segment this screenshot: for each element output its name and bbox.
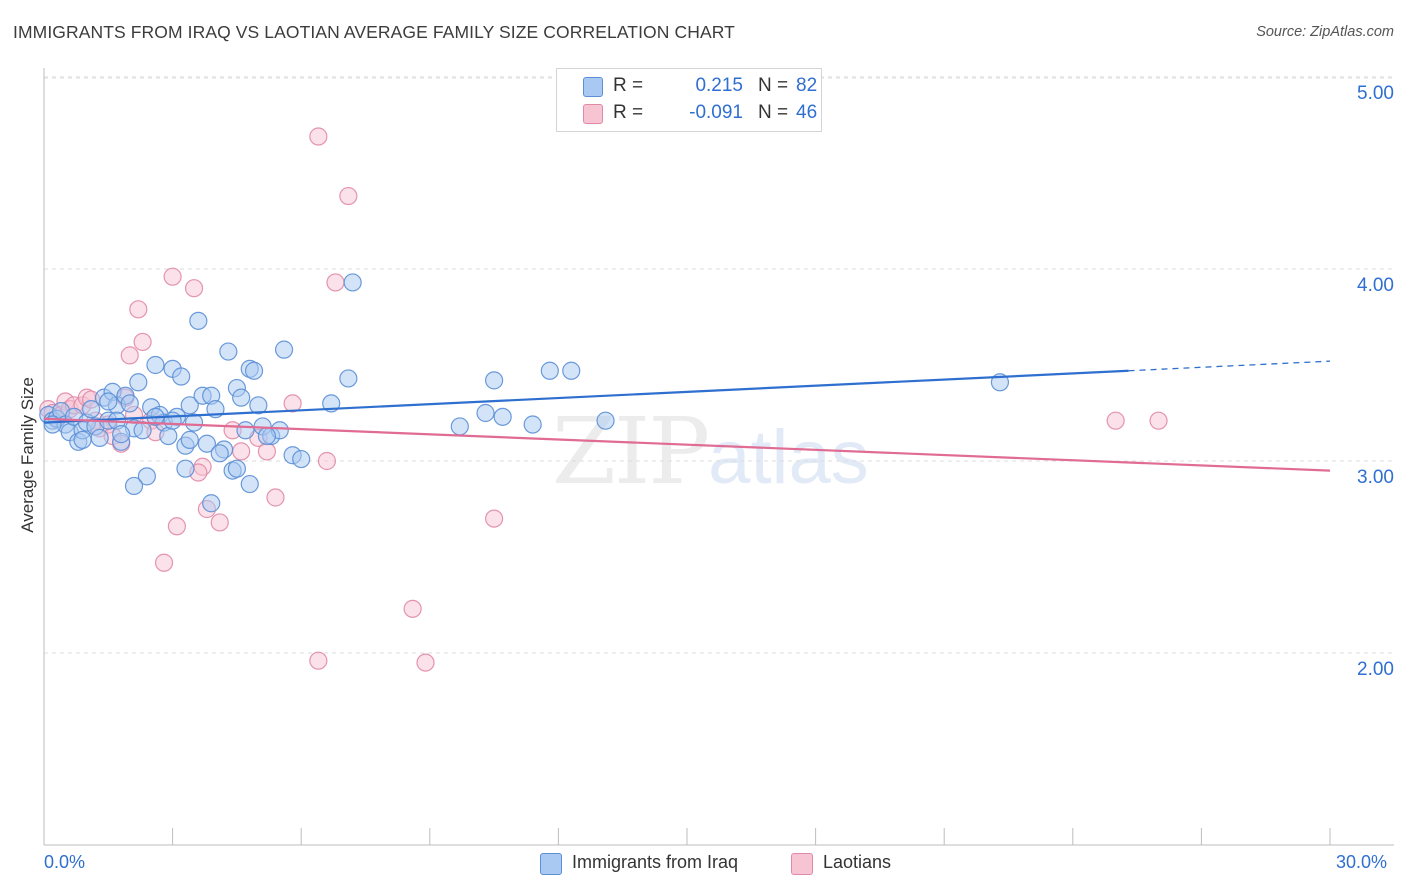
laotians-point [257, 442, 277, 461]
iraq-point [189, 311, 208, 330]
iraq-point [562, 361, 581, 380]
laotians-point [416, 653, 435, 672]
iraq-point [596, 411, 615, 430]
bottom-legend-swatch-iraq [540, 853, 562, 875]
iraq-point [163, 411, 182, 430]
iraq-point [274, 340, 294, 359]
bottom-legend-swatch-laotians [791, 853, 813, 875]
iraq-point [133, 421, 152, 440]
bottom-legend-label-iraq: Immigrants from Iraq [572, 852, 739, 872]
laotians-point [283, 394, 302, 413]
iraq-point [172, 367, 191, 386]
watermark-atlas: atlas [708, 415, 869, 500]
laotians-point [154, 553, 174, 572]
iraq-point [112, 425, 131, 444]
iraq-point [450, 417, 469, 436]
watermark: ZIPatlas [552, 398, 869, 505]
x-tick-label-min: 0.0% [44, 852, 86, 872]
y-tick-label: 5.00 [1357, 83, 1394, 104]
iraq-trendline [43, 369, 1129, 424]
laotians-point [339, 186, 358, 206]
iraq-point [232, 388, 251, 407]
legend-r-label: R = [613, 102, 644, 123]
y-tick-label: 2.00 [1357, 659, 1394, 680]
iraq-point [129, 373, 148, 392]
laotians-point [232, 442, 251, 461]
laotians-point [210, 513, 229, 532]
legend-swatch-laotians [583, 104, 603, 124]
laotians-point [266, 488, 285, 507]
iraq-point [137, 467, 156, 486]
iraq-point [485, 371, 504, 390]
trendlines [43, 360, 1331, 472]
source-label: Source: ZipAtlas.com [1256, 24, 1394, 40]
iraq-point [343, 273, 362, 292]
laotians-point [317, 451, 337, 471]
iraq-point [540, 361, 559, 380]
iraq-point [82, 400, 101, 419]
legend-n-label: N = [758, 102, 789, 123]
iraq-point [176, 459, 195, 478]
iraq-point [202, 494, 221, 513]
laotians-point [163, 267, 182, 286]
iraq-point [227, 459, 246, 478]
iraq-point [244, 361, 264, 380]
legend-swatch-iraq [583, 77, 603, 97]
iraq-point [146, 355, 165, 375]
legend-n-label: N = [758, 75, 789, 96]
bottom-legend-label-laotians: Laotians [823, 852, 892, 872]
iraq-point [219, 342, 238, 361]
y-tick-label: 3.00 [1357, 467, 1394, 488]
iraq-point [90, 428, 109, 448]
laotians-trendline [43, 417, 1331, 472]
laotians-point [326, 273, 345, 292]
iraq-point [180, 396, 199, 415]
laotians-point [167, 517, 186, 536]
axes [43, 68, 1394, 846]
laotians-point [133, 332, 152, 352]
iraq-point [120, 394, 139, 413]
legend-r-value: -0.091 [689, 102, 743, 123]
iraq-point [184, 413, 204, 432]
laotians-point [1106, 411, 1125, 430]
chart-title: IMMIGRANTS FROM IRAQ VS LAOTIAN AVERAGE … [13, 22, 735, 42]
legend-r-value: 0.215 [695, 75, 743, 96]
iraq-point [180, 430, 199, 449]
correlation-legend: R = 0.215 N = 82 R = -0.091 N = 46 [556, 68, 822, 132]
iraq-trendline-extension [1128, 360, 1331, 372]
legend-r-label: R = [613, 75, 644, 96]
iraq-point [493, 407, 512, 426]
laotians-point [309, 651, 328, 670]
iraq-point [249, 396, 268, 415]
y-axis-label: Average Family Size [18, 377, 37, 533]
iraq-point [339, 369, 358, 388]
iraq-point [240, 474, 259, 494]
iraq-point [197, 434, 216, 453]
iraq-points [39, 273, 1010, 513]
iraq-point [210, 444, 229, 463]
iraq-point [236, 421, 255, 440]
laotians-point [1149, 411, 1168, 430]
laotians-point [485, 509, 504, 528]
iraq-point [159, 426, 178, 446]
legend-n-value: 46 [796, 102, 818, 123]
iraq-point [523, 415, 542, 434]
iraq-point [73, 430, 92, 449]
laotians-point [184, 279, 204, 298]
x-tick-label-max: 30.0% [1336, 852, 1388, 872]
laotians-point [129, 300, 148, 319]
iraq-point [124, 476, 144, 496]
laotians-point [309, 127, 328, 146]
laotians-point [403, 599, 422, 618]
y-tick-label: 4.00 [1357, 275, 1394, 296]
iraq-point [257, 426, 277, 446]
iraq-point [99, 392, 118, 411]
legend-n-value: 82 [796, 75, 818, 96]
watermark-zip: ZIP [552, 398, 710, 505]
laotians-point [120, 346, 139, 365]
iraq-point [292, 449, 311, 469]
iraq-point [476, 403, 495, 423]
